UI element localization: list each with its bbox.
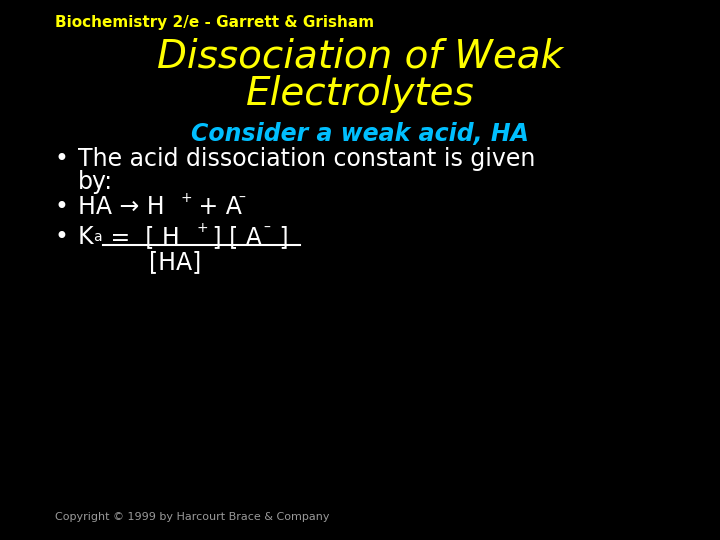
Text: Biochemistry 2/e - Garrett & Grisham: Biochemistry 2/e - Garrett & Grisham: [55, 15, 374, 30]
Text: –: –: [263, 221, 270, 235]
Text: +: +: [196, 221, 207, 235]
Text: •: •: [55, 147, 69, 171]
Text: [HA]: [HA]: [149, 250, 201, 274]
Text: HA → H: HA → H: [78, 195, 165, 219]
Text: K: K: [78, 225, 94, 249]
Text: by:: by:: [78, 170, 113, 194]
Text: +: +: [181, 191, 193, 205]
Text: Electrolytes: Electrolytes: [246, 75, 474, 113]
Text: ] [ A: ] [ A: [205, 225, 262, 249]
Text: + A: + A: [191, 195, 242, 219]
Text: Dissociation of Weak: Dissociation of Weak: [157, 37, 563, 75]
Text: The acid dissociation constant is given: The acid dissociation constant is given: [78, 147, 536, 171]
Text: Copyright © 1999 by Harcourt Brace & Company: Copyright © 1999 by Harcourt Brace & Com…: [55, 512, 330, 522]
Text: ]: ]: [272, 225, 289, 249]
Text: –: –: [238, 191, 245, 205]
Text: •: •: [55, 195, 69, 219]
Text: a: a: [93, 230, 102, 244]
Text: Consider a weak acid, HA: Consider a weak acid, HA: [191, 122, 529, 146]
Text: •: •: [55, 225, 69, 249]
Text: =  [ H: = [ H: [103, 225, 180, 249]
